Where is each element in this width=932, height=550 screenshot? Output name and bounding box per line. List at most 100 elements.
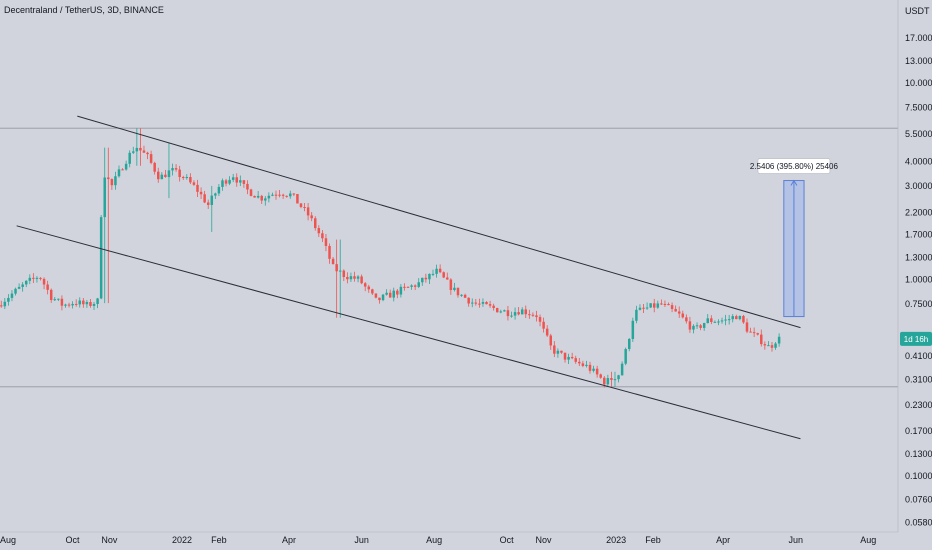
candle-body[interactable]: [53, 299, 57, 301]
candle-body[interactable]: [738, 315, 742, 320]
candle-body[interactable]: [453, 287, 456, 291]
candle-body[interactable]: [649, 303, 652, 308]
candle-body[interactable]: [392, 290, 396, 298]
candle-body[interactable]: [49, 289, 53, 301]
candle-body[interactable]: [603, 377, 606, 385]
candle-body[interactable]: [695, 325, 699, 327]
candle-body[interactable]: [742, 315, 745, 323]
candle-body[interactable]: [92, 303, 96, 306]
candle-body[interactable]: [338, 270, 342, 272]
candle-body[interactable]: [503, 310, 506, 312]
candle-body[interactable]: [10, 293, 14, 298]
candle-body[interactable]: [153, 162, 156, 172]
candle-body[interactable]: [645, 307, 649, 309]
candle-body[interactable]: [624, 348, 627, 364]
candle-body[interactable]: [574, 358, 577, 362]
candle-body[interactable]: [538, 317, 542, 322]
candle-body[interactable]: [542, 321, 545, 329]
candle-body[interactable]: [264, 198, 267, 201]
candle-body[interactable]: [638, 307, 642, 310]
candle-body[interactable]: [35, 277, 39, 279]
candle-body[interactable]: [278, 194, 281, 196]
candle-body[interactable]: [210, 195, 214, 205]
candle-body[interactable]: [438, 268, 442, 273]
candle-body[interactable]: [381, 294, 385, 301]
candle-body[interactable]: [346, 276, 349, 280]
candle-body[interactable]: [406, 286, 410, 288]
candle-body[interactable]: [99, 217, 103, 299]
candle-body[interactable]: [142, 150, 146, 153]
candle-body[interactable]: [67, 304, 71, 306]
candle-body[interactable]: [592, 368, 595, 371]
candle-body[interactable]: [424, 277, 428, 280]
candle-body[interactable]: [289, 193, 292, 197]
candle-body[interactable]: [239, 180, 242, 183]
candle-body[interactable]: [185, 177, 189, 179]
candle-body[interactable]: [667, 304, 670, 306]
candle-body[interactable]: [417, 282, 420, 287]
candle-body[interactable]: [752, 332, 756, 334]
candle-body[interactable]: [556, 350, 560, 354]
candle-body[interactable]: [471, 302, 474, 304]
candle-body[interactable]: [610, 378, 613, 380]
candle-body[interactable]: [595, 368, 599, 375]
candle-body[interactable]: [310, 215, 313, 219]
candle-body[interactable]: [242, 180, 246, 184]
candle-body[interactable]: [413, 285, 417, 287]
candle-body[interactable]: [199, 191, 203, 195]
candle-body[interactable]: [520, 309, 524, 315]
candle-body[interactable]: [513, 312, 517, 316]
candle-body[interactable]: [181, 177, 185, 179]
candle-body[interactable]: [528, 314, 531, 316]
candle-body[interactable]: [246, 183, 249, 190]
candle-body[interactable]: [296, 193, 299, 204]
candle-body[interactable]: [360, 276, 363, 284]
candle-body[interactable]: [331, 258, 335, 265]
candle-body[interactable]: [64, 304, 67, 306]
candle-body[interactable]: [777, 336, 781, 344]
candle-body[interactable]: [321, 233, 324, 239]
candle-body[interactable]: [674, 308, 677, 312]
candle-body[interactable]: [385, 292, 388, 295]
candle-body[interactable]: [214, 193, 217, 196]
candle-body[interactable]: [260, 195, 263, 201]
candle-body[interactable]: [685, 317, 688, 322]
candle-body[interactable]: [235, 177, 238, 183]
candle-body[interactable]: [599, 374, 602, 378]
candle-body[interactable]: [107, 177, 110, 180]
candle-body[interactable]: [271, 194, 274, 196]
candle-body[interactable]: [303, 207, 306, 209]
channel-lower-line[interactable]: [16, 225, 801, 440]
candle-body[interactable]: [371, 289, 374, 294]
candle-body[interactable]: [217, 186, 221, 194]
candle-body[interactable]: [42, 278, 46, 285]
candle-body[interactable]: [706, 318, 710, 324]
candle-body[interactable]: [588, 364, 592, 371]
candle-body[interactable]: [306, 207, 310, 216]
candle-body[interactable]: [7, 297, 10, 302]
candle-body[interactable]: [228, 179, 231, 184]
candle-body[interactable]: [28, 277, 32, 281]
candle-body[interactable]: [567, 356, 570, 360]
candle-body[interactable]: [324, 238, 328, 247]
candle-body[interactable]: [731, 316, 734, 320]
candle-body[interactable]: [21, 284, 24, 287]
candle-body[interactable]: [103, 177, 106, 218]
candle-body[interactable]: [585, 364, 588, 366]
candle-body[interactable]: [149, 154, 153, 163]
candle-body[interactable]: [581, 363, 585, 366]
candle-body[interactable]: [403, 286, 406, 288]
candle-body[interactable]: [660, 303, 663, 305]
candle-body[interactable]: [702, 323, 706, 328]
candle-body[interactable]: [60, 298, 64, 306]
candle-body[interactable]: [221, 180, 224, 187]
candle-body[interactable]: [478, 303, 481, 305]
candle-body[interactable]: [710, 318, 713, 322]
candle-body[interactable]: [620, 363, 624, 376]
candle-body[interactable]: [167, 170, 171, 178]
candle-body[interactable]: [335, 264, 338, 272]
candle-body[interactable]: [720, 320, 724, 322]
candle-body[interactable]: [553, 345, 556, 354]
candle-body[interactable]: [760, 334, 763, 345]
